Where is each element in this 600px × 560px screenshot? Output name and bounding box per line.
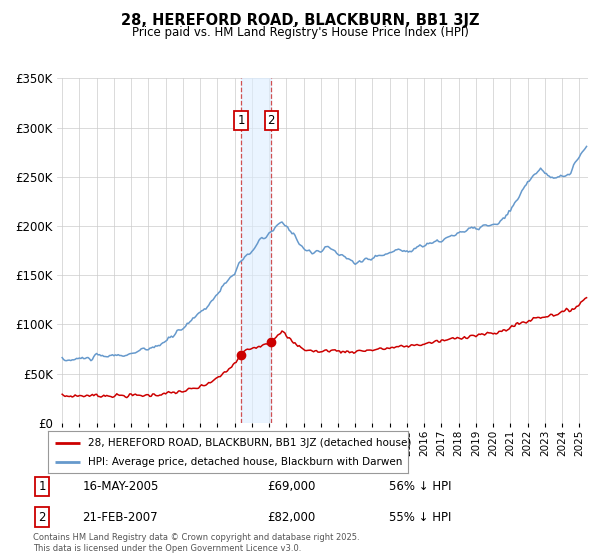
Text: 55% ↓ HPI: 55% ↓ HPI <box>389 511 451 524</box>
Text: 2: 2 <box>268 114 275 127</box>
Text: 1: 1 <box>38 480 46 493</box>
Text: 21-FEB-2007: 21-FEB-2007 <box>82 511 158 524</box>
Text: £82,000: £82,000 <box>268 511 316 524</box>
Text: 1: 1 <box>237 114 245 127</box>
Text: £69,000: £69,000 <box>268 480 316 493</box>
Text: Price paid vs. HM Land Registry's House Price Index (HPI): Price paid vs. HM Land Registry's House … <box>131 26 469 39</box>
Text: 16-MAY-2005: 16-MAY-2005 <box>82 480 159 493</box>
Text: 56% ↓ HPI: 56% ↓ HPI <box>389 480 451 493</box>
Text: Contains HM Land Registry data © Crown copyright and database right 2025.
This d: Contains HM Land Registry data © Crown c… <box>33 533 359 553</box>
Text: 2: 2 <box>38 511 46 524</box>
Bar <box>241 78 271 423</box>
Text: 28, HEREFORD ROAD, BLACKBURN, BB1 3JZ (detached house): 28, HEREFORD ROAD, BLACKBURN, BB1 3JZ (d… <box>88 438 411 448</box>
Text: 28, HEREFORD ROAD, BLACKBURN, BB1 3JZ: 28, HEREFORD ROAD, BLACKBURN, BB1 3JZ <box>121 13 479 28</box>
Text: HPI: Average price, detached house, Blackburn with Darwen: HPI: Average price, detached house, Blac… <box>88 458 402 467</box>
